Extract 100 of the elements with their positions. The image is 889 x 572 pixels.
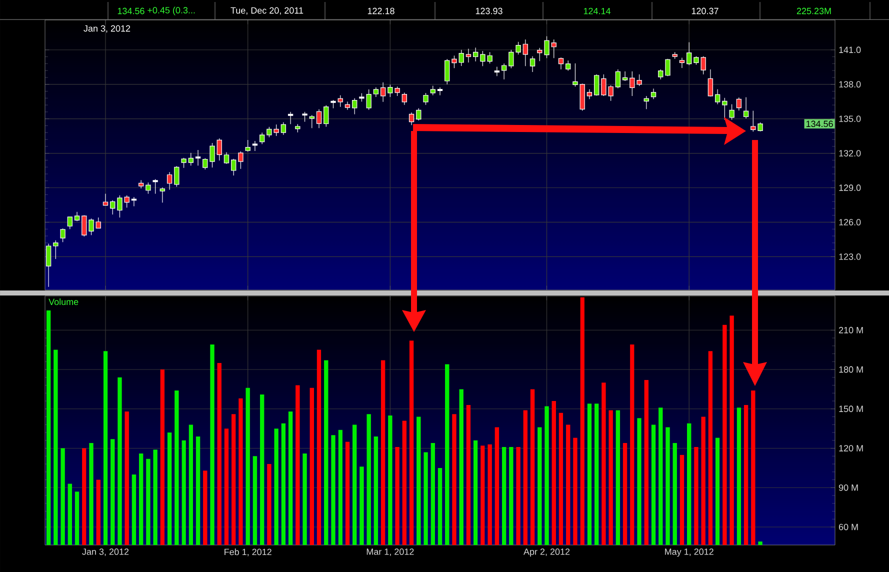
candlestick bbox=[679, 57, 685, 68]
candlestick bbox=[344, 101, 350, 110]
annotation: 134.56 bbox=[806, 120, 833, 128]
candlestick bbox=[280, 122, 286, 136]
x-tick-label: Apr 2, 2012 bbox=[524, 548, 570, 557]
candlestick bbox=[309, 114, 314, 128]
candlestick bbox=[245, 140, 250, 152]
candlestick bbox=[216, 138, 222, 161]
candlestick bbox=[74, 212, 80, 222]
y-tick-label: 123.0 bbox=[839, 253, 861, 260]
y-tick-label: 126.0 bbox=[839, 219, 861, 226]
candlestick bbox=[152, 178, 158, 194]
candlestick bbox=[722, 98, 728, 120]
candlestick bbox=[124, 195, 130, 208]
candlestick bbox=[622, 71, 628, 82]
candlestick bbox=[102, 193, 108, 206]
candlestick bbox=[551, 39, 556, 58]
text: 134.56 bbox=[118, 8, 144, 14]
y-tick-label: 90 M bbox=[838, 484, 858, 491]
candlestick bbox=[594, 74, 600, 96]
candlestick bbox=[672, 52, 678, 60]
y-tick-label: 180 M bbox=[839, 366, 863, 373]
candlestick bbox=[408, 112, 414, 126]
text: 124.14 bbox=[584, 8, 610, 14]
candlestick bbox=[423, 92, 428, 106]
candlestick bbox=[650, 88, 656, 100]
candlestick bbox=[60, 228, 66, 242]
candlestick bbox=[146, 182, 151, 194]
candlestick bbox=[736, 97, 742, 111]
candlestick bbox=[665, 58, 670, 76]
x-tick-label: Jan 3, 2012 bbox=[82, 548, 129, 556]
text: 123.93 bbox=[476, 8, 502, 14]
candlestick bbox=[658, 69, 664, 80]
x-tick-label: Mar 1, 2012 bbox=[366, 548, 414, 556]
candlestick bbox=[686, 42, 692, 66]
candlestick bbox=[373, 87, 379, 98]
candlestick bbox=[437, 87, 443, 96]
candlestick bbox=[67, 216, 72, 230]
candlestick bbox=[466, 48, 472, 63]
candlestick bbox=[238, 151, 244, 170]
text: +0.45 (0.3... bbox=[148, 6, 195, 16]
candlestick bbox=[231, 158, 236, 176]
y-tick-label: 135.0 bbox=[839, 116, 861, 122]
candlestick bbox=[708, 69, 714, 97]
y-tick-label: 141.0 bbox=[839, 46, 861, 54]
candlestick bbox=[210, 142, 215, 168]
candlestick bbox=[444, 58, 450, 85]
candlestick bbox=[743, 96, 749, 119]
candlestick bbox=[501, 63, 507, 80]
candlestick bbox=[522, 39, 528, 66]
candlestick bbox=[544, 36, 550, 58]
y-tick-label: 129.0 bbox=[839, 184, 861, 191]
candlestick bbox=[380, 82, 386, 102]
candlestick bbox=[302, 112, 308, 122]
candlestick bbox=[324, 104, 329, 128]
text: Tue, Dec 20, 2011 bbox=[230, 7, 304, 15]
candlestick bbox=[330, 100, 336, 109]
text: 122.18 bbox=[368, 8, 394, 14]
candlestick bbox=[452, 55, 457, 68]
candlestick bbox=[195, 150, 201, 166]
candlestick bbox=[131, 196, 137, 207]
y-tick-label: 150 M bbox=[839, 406, 863, 412]
y-tick-label: 60 M bbox=[838, 524, 858, 530]
candlestick bbox=[160, 187, 166, 203]
candlestick bbox=[110, 200, 116, 215]
candlestick bbox=[53, 240, 58, 260]
candlestick bbox=[174, 166, 180, 188]
annotation: Jan 3, 2012 bbox=[84, 25, 130, 33]
x-tick-label: Feb 1, 2012 bbox=[224, 548, 272, 556]
candlestick bbox=[458, 50, 464, 66]
text: 120.37 bbox=[692, 8, 718, 14]
candlestick bbox=[530, 56, 536, 72]
candlestick bbox=[494, 66, 500, 76]
candlestick bbox=[166, 172, 172, 190]
x-tick-label: May 1, 2012 bbox=[665, 548, 714, 557]
candlestick bbox=[295, 124, 300, 133]
y-tick-label: 210 M bbox=[838, 326, 863, 334]
y-tick-label: 132.0 bbox=[839, 150, 861, 156]
candlestick bbox=[586, 88, 592, 100]
text: 225.23M bbox=[796, 8, 831, 14]
candlestick bbox=[430, 85, 436, 96]
candlestick bbox=[558, 57, 564, 70]
candlestick bbox=[473, 47, 478, 62]
candlestick bbox=[288, 112, 294, 124]
candlestick bbox=[202, 158, 208, 170]
candlestick bbox=[714, 88, 720, 105]
y-tick-label: 138.0 bbox=[839, 81, 861, 88]
candlestick bbox=[138, 180, 144, 189]
candlestick bbox=[729, 104, 734, 120]
candlestick bbox=[402, 92, 407, 106]
candlestick bbox=[181, 158, 186, 168]
candlestick bbox=[352, 98, 358, 115]
candlestick bbox=[566, 60, 571, 72]
candlestick bbox=[224, 152, 230, 164]
candlestick bbox=[96, 217, 101, 228]
candlestick bbox=[46, 243, 52, 288]
candlestick bbox=[416, 108, 422, 121]
candlestick bbox=[316, 108, 322, 128]
candlestick bbox=[615, 69, 621, 89]
candlestick bbox=[252, 140, 258, 152]
